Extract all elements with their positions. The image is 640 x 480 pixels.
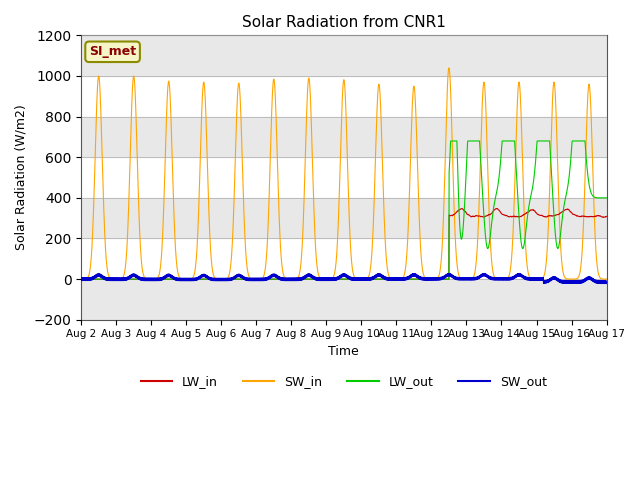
Bar: [81, 198, 607, 239]
Bar: [81, 36, 607, 76]
X-axis label: Time: Time: [328, 345, 359, 358]
Text: SI_met: SI_met: [89, 45, 136, 58]
Y-axis label: Solar Radiation (W/m2): Solar Radiation (W/m2): [15, 105, 28, 251]
Title: Solar Radiation from CNR1: Solar Radiation from CNR1: [242, 15, 446, 30]
Legend: LW_in, SW_in, LW_out, SW_out: LW_in, SW_in, LW_out, SW_out: [136, 370, 552, 393]
Bar: [81, 279, 607, 320]
Bar: [81, 117, 607, 157]
